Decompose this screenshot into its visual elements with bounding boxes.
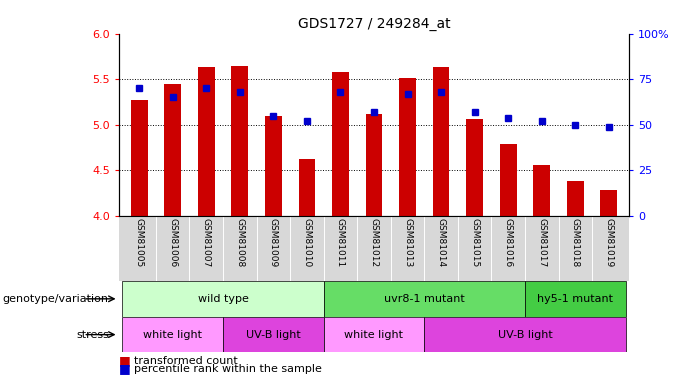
Bar	[122, 281, 324, 317]
Bar	[131, 100, 148, 216]
Text: genotype/variation: genotype/variation	[3, 294, 109, 304]
Bar	[324, 317, 424, 352]
Text: white light: white light	[345, 330, 403, 340]
Text: GSM81011: GSM81011	[336, 218, 345, 267]
Bar	[600, 190, 617, 216]
Bar	[223, 317, 324, 352]
Text: UV-B light: UV-B light	[498, 330, 552, 340]
Bar	[265, 116, 282, 216]
Bar	[567, 181, 583, 216]
Text: white light: white light	[143, 330, 202, 340]
Bar	[466, 119, 483, 216]
Bar	[122, 317, 223, 352]
Text: hy5-1 mutant: hy5-1 mutant	[537, 294, 613, 304]
Text: transformed count: transformed count	[134, 356, 238, 366]
Text: wild type: wild type	[198, 294, 248, 304]
Text: stress: stress	[76, 330, 109, 340]
Bar	[231, 66, 248, 216]
Text: GSM81012: GSM81012	[369, 218, 379, 267]
Bar	[525, 281, 626, 317]
Text: ■: ■	[119, 354, 135, 367]
Text: ■: ■	[119, 363, 135, 375]
Text: GSM81014: GSM81014	[437, 218, 445, 267]
Text: GSM81010: GSM81010	[303, 218, 311, 267]
Bar	[332, 72, 349, 216]
Bar	[299, 159, 316, 216]
Bar	[500, 144, 517, 216]
Bar	[432, 68, 449, 216]
Text: GSM81005: GSM81005	[135, 218, 143, 267]
Bar	[366, 114, 382, 216]
Bar	[399, 78, 416, 216]
Text: GSM81015: GSM81015	[470, 218, 479, 267]
Text: GSM81007: GSM81007	[202, 218, 211, 267]
Bar	[324, 281, 525, 317]
Bar	[533, 165, 550, 216]
Bar	[165, 84, 181, 216]
Text: GSM81018: GSM81018	[571, 218, 580, 267]
Text: GSM81013: GSM81013	[403, 218, 412, 267]
Text: GSM81017: GSM81017	[537, 218, 546, 267]
Title: GDS1727 / 249284_at: GDS1727 / 249284_at	[298, 17, 450, 32]
Text: GSM81016: GSM81016	[504, 218, 513, 267]
Bar	[424, 317, 626, 352]
Text: UV-B light: UV-B light	[246, 330, 301, 340]
Text: uvr8-1 mutant: uvr8-1 mutant	[384, 294, 464, 304]
Bar	[198, 66, 215, 216]
Text: GSM81009: GSM81009	[269, 218, 278, 267]
Text: GSM81008: GSM81008	[235, 218, 244, 267]
Text: percentile rank within the sample: percentile rank within the sample	[134, 364, 322, 374]
Text: GSM81006: GSM81006	[168, 218, 177, 267]
Text: GSM81019: GSM81019	[605, 218, 613, 267]
